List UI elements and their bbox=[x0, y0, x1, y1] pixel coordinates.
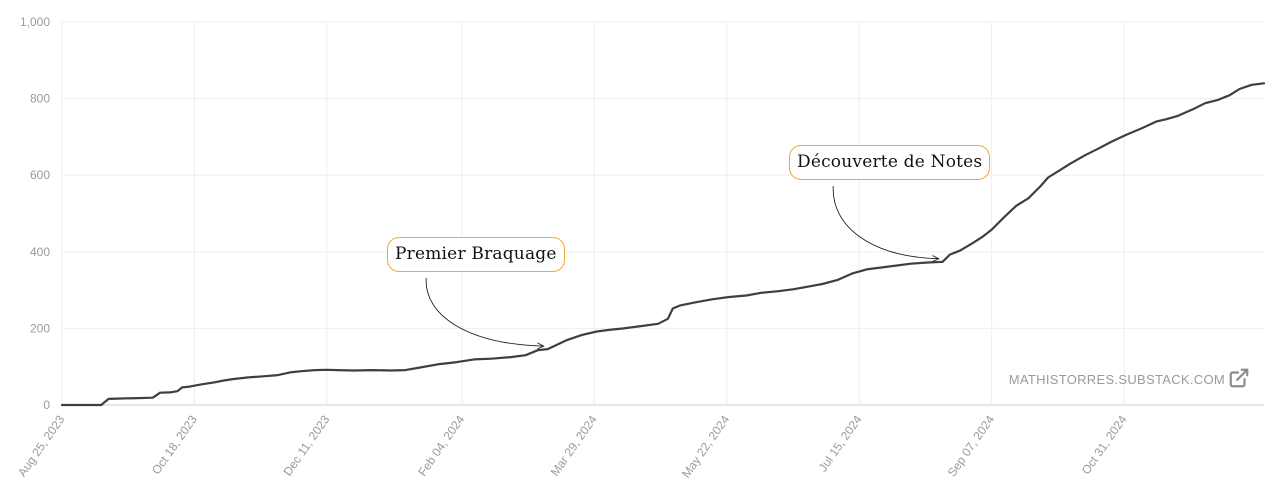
y-tick-label: 400 bbox=[30, 245, 50, 259]
y-tick-label: 600 bbox=[30, 168, 50, 182]
x-tick-label: Aug 25, 2023 bbox=[15, 412, 68, 479]
watermark-text[interactable]: MATHISTORRES.SUBSTACK.COM bbox=[1008, 372, 1225, 387]
y-tick-label: 1,000 bbox=[20, 15, 50, 29]
chart-series bbox=[60, 82, 1266, 407]
series-line bbox=[60, 82, 1266, 407]
x-tick-label: Sep 07, 2024 bbox=[945, 412, 998, 479]
annotation-decouverte-de-notes: Découverte de Notes bbox=[789, 145, 991, 180]
y-tick-label: 800 bbox=[30, 92, 50, 106]
annotation-arrow bbox=[425, 277, 544, 347]
external-link-icon[interactable] bbox=[1228, 367, 1250, 389]
x-tick-label: Jul 15, 2024 bbox=[816, 412, 865, 474]
annotation-arrows bbox=[425, 185, 940, 350]
x-tick-label: Oct 18, 2023 bbox=[149, 412, 200, 477]
annotation-arrowhead bbox=[932, 255, 940, 263]
x-axis-ticks: Aug 25, 2023 Oct 18, 2023 Dec 11, 2023 Feb … bbox=[15, 412, 1130, 480]
x-tick-label: Mar 29, 2024 bbox=[548, 412, 600, 478]
x-tick-label: Feb 04, 2024 bbox=[415, 412, 467, 478]
x-tick-label: Oct 31, 2024 bbox=[1079, 412, 1130, 477]
y-tick-label: 200 bbox=[30, 321, 50, 335]
annotation-arrowhead bbox=[537, 342, 545, 350]
annotation-arrow bbox=[832, 185, 939, 260]
x-tick-label: May 22, 2024 bbox=[679, 412, 732, 480]
annotation-premier-braquage: Premier Braquage bbox=[387, 237, 565, 272]
y-tick-label: 0 bbox=[43, 398, 50, 412]
y-axis-ticks: 0 200 400 600 800 1,000 bbox=[20, 15, 50, 412]
x-tick-label: Dec 11, 2023 bbox=[280, 412, 332, 478]
chart-grid bbox=[61, 21, 1264, 406]
